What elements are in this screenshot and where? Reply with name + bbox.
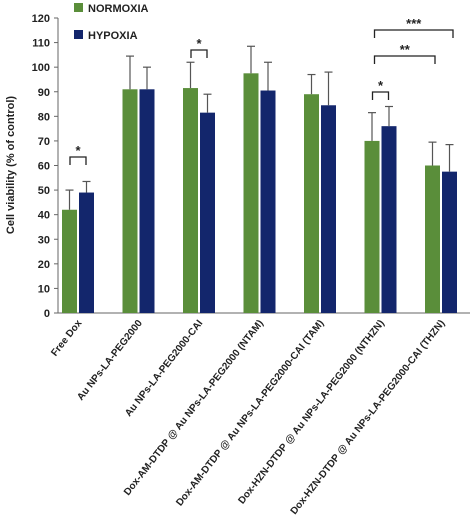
- significance-label: **: [400, 42, 411, 57]
- y-tick-label: 10: [38, 283, 50, 295]
- bar: [200, 112, 215, 313]
- significance-label: *: [378, 78, 384, 93]
- bar: [79, 192, 94, 313]
- bar: [183, 88, 198, 313]
- bar: [260, 90, 276, 313]
- bar: [364, 140, 380, 313]
- significance-bracket: [373, 55, 436, 64]
- legend-swatch: [74, 30, 83, 39]
- significance-label: *: [196, 36, 202, 51]
- legend-swatch: [74, 3, 83, 12]
- y-tick-label: 0: [44, 308, 50, 320]
- y-tick-label: 110: [32, 38, 50, 50]
- bar: [62, 209, 77, 313]
- bar: [425, 165, 440, 313]
- x-tick-label: Au NPs-LA-PEG2000: [75, 318, 145, 403]
- bar: [122, 89, 138, 314]
- x-tick-label: Free Dox: [49, 318, 84, 359]
- bar: [304, 94, 319, 313]
- x-tick-label: Dox-AM-DTDP @ Au NPs-LA-PEG2000 (NTAM): [122, 318, 266, 498]
- bar: [442, 171, 457, 313]
- significance-label: ***: [406, 16, 422, 31]
- bar: [321, 105, 336, 313]
- significance-bracket: [69, 156, 87, 165]
- y-tick-label: 50: [38, 185, 50, 197]
- y-tick-label: 80: [38, 111, 50, 123]
- y-axis-label: Cell viability (% of control): [5, 96, 17, 234]
- bar: [139, 89, 155, 314]
- significance-bracket: [190, 49, 208, 58]
- significance-bracket: [373, 29, 454, 38]
- y-tick-label: 20: [38, 259, 50, 271]
- y-tick-label: 90: [38, 87, 50, 99]
- y-tick-label: 70: [38, 136, 50, 148]
- y-tick-label: 40: [38, 210, 50, 222]
- significance-bracket: [371, 91, 390, 100]
- bar: [381, 126, 397, 314]
- y-tick-label: 100: [32, 62, 50, 74]
- y-tick-label: 30: [38, 234, 50, 246]
- y-tick-label: 60: [38, 161, 50, 173]
- legend-label: HYPOXIA: [88, 30, 138, 42]
- significance-label: *: [75, 143, 81, 158]
- legend-label: NORMOXIA: [88, 3, 149, 15]
- bar: [243, 73, 259, 313]
- y-tick-label: 120: [32, 13, 50, 25]
